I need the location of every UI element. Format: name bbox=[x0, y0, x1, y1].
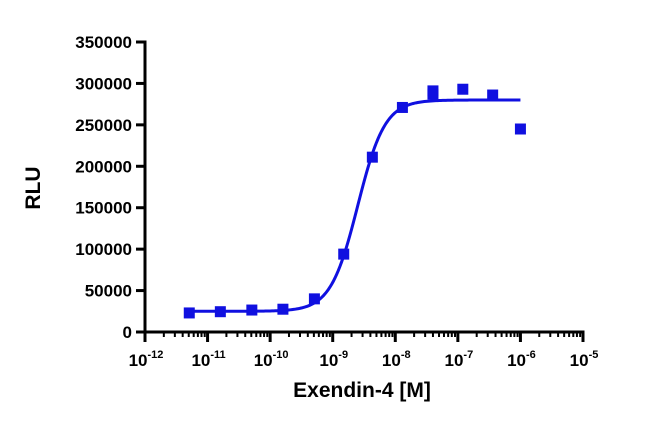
x-tick-label: 10-7 bbox=[445, 349, 474, 370]
x-tick-label: 10-6 bbox=[507, 349, 536, 370]
data-point bbox=[457, 83, 469, 95]
data-points bbox=[183, 83, 526, 319]
y-axis-ticks: 0 50000 100000 150000 200000 250000 300000 3500… bbox=[75, 33, 145, 342]
x-tick-label: 10-12 bbox=[129, 349, 164, 370]
data-point bbox=[514, 123, 526, 135]
data-point bbox=[487, 89, 499, 101]
x-tick-label: 10-11 bbox=[191, 349, 225, 370]
x-tick-label: 10-9 bbox=[319, 349, 348, 370]
y-tick-label: 200000 bbox=[75, 157, 132, 176]
data-point bbox=[396, 101, 408, 113]
y-tick-label: 100000 bbox=[75, 240, 132, 259]
x-axis-ticks: 10-12 10-11 10-10 10-9 10-8 10-7 10-6 10-5 bbox=[129, 332, 599, 370]
data-point bbox=[366, 151, 378, 163]
x-tick-label: 10-5 bbox=[570, 349, 599, 370]
data-point bbox=[427, 88, 439, 100]
x-axis-title: Exendin-4 [M] bbox=[293, 379, 431, 402]
y-tick-label: 250000 bbox=[75, 116, 132, 135]
x-tick-label: 10-8 bbox=[382, 349, 411, 370]
data-point bbox=[277, 303, 289, 315]
y-tick-label: 50000 bbox=[85, 282, 132, 301]
data-point bbox=[308, 293, 320, 305]
fit-curve bbox=[189, 98, 521, 313]
data-point bbox=[338, 248, 350, 260]
y-tick-label: 350000 bbox=[75, 33, 132, 52]
data-point bbox=[214, 306, 226, 318]
y-tick-label: 150000 bbox=[75, 199, 132, 218]
y-axis-title: RLU bbox=[22, 166, 45, 209]
x-tick-label: 10-10 bbox=[254, 349, 289, 370]
y-tick-label: 0 bbox=[123, 323, 132, 342]
y-tick-label: 300000 bbox=[75, 74, 132, 93]
data-point bbox=[183, 307, 195, 319]
data-point bbox=[246, 304, 258, 316]
